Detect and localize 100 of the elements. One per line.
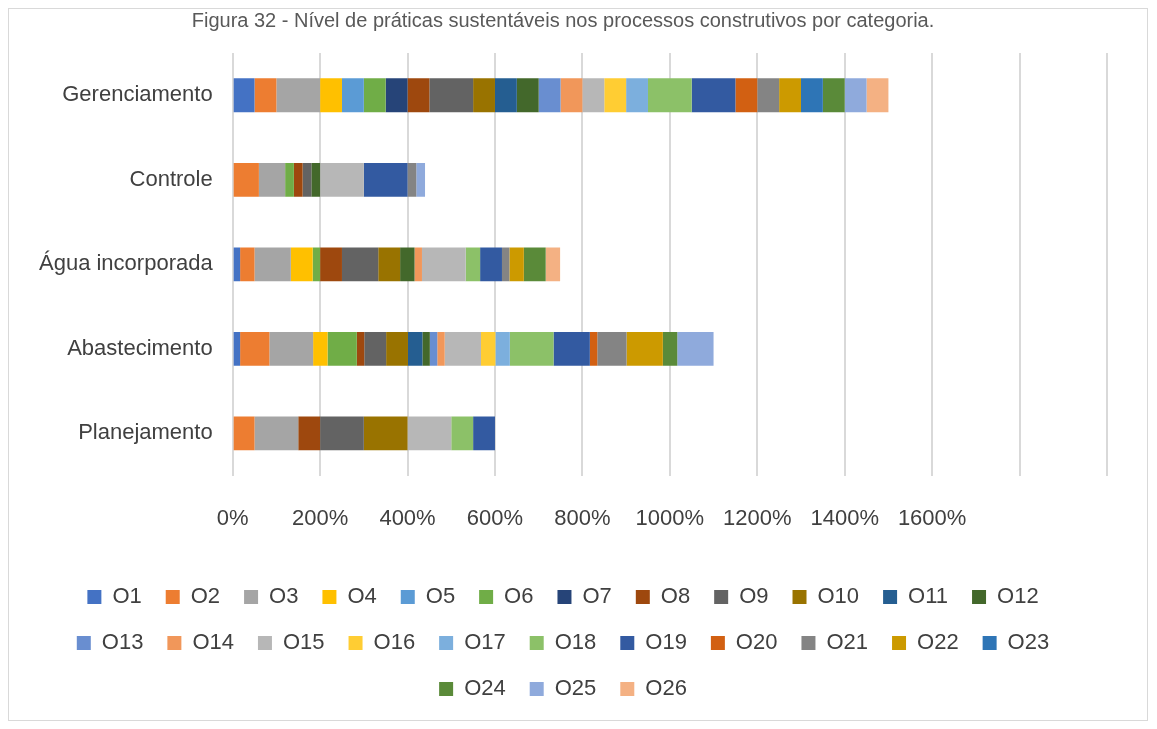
bar [407, 416, 452, 451]
bar [523, 247, 546, 282]
legend-label: O10 [817, 583, 860, 609]
bar [779, 78, 801, 113]
bar [320, 78, 342, 113]
bar [320, 416, 364, 451]
x-tick-label: 200% [291, 504, 349, 530]
bar [414, 247, 422, 282]
legend-label: O24 [464, 675, 506, 701]
bar [545, 247, 561, 282]
bar [451, 416, 474, 451]
bar [509, 331, 554, 366]
bar [501, 247, 510, 282]
legend-label: O14 [192, 629, 234, 655]
bar [589, 331, 598, 366]
legend-label: O17 [464, 629, 506, 655]
bar [757, 78, 780, 113]
x-tick-label: 1200% [723, 504, 792, 530]
bar [320, 247, 342, 282]
legend-label: O6 [504, 583, 534, 609]
bar [302, 162, 312, 197]
bar [363, 162, 408, 197]
bar [538, 78, 561, 113]
bar [233, 247, 241, 282]
bar [258, 162, 286, 197]
bar [437, 331, 445, 366]
bar [429, 331, 438, 366]
y-tick-label: Gerenciamento [62, 81, 213, 107]
bar [233, 416, 255, 451]
bar [385, 78, 408, 113]
legend-label: O26 [645, 675, 687, 701]
bar [240, 331, 270, 366]
bar [320, 162, 364, 197]
bar [276, 78, 321, 113]
legend-label: O2 [190, 583, 221, 609]
y-tick-label: Água incorporada [38, 250, 214, 276]
bar [866, 78, 889, 113]
bar [313, 331, 328, 366]
legend-label: O5 [425, 583, 456, 609]
bar [254, 416, 299, 451]
bar [290, 247, 313, 282]
y-tick-label: Planejamento [78, 419, 213, 445]
bar [364, 331, 387, 366]
bar [429, 78, 474, 113]
legend-label: O22 [917, 629, 959, 655]
bar [844, 78, 867, 113]
legend-label: O7 [582, 583, 612, 609]
bar [473, 78, 495, 113]
bar [312, 247, 321, 282]
legend-label: O3 [269, 583, 299, 609]
bar [421, 247, 466, 282]
bar [444, 331, 481, 366]
bar [553, 331, 590, 366]
bar [800, 78, 823, 113]
bar [233, 162, 259, 197]
bar [400, 247, 415, 282]
bar [822, 78, 845, 113]
x-tick-label: 0% [216, 504, 249, 530]
legend-label: O18 [554, 629, 597, 655]
bar [298, 416, 321, 451]
bar [691, 78, 736, 113]
bar [269, 331, 314, 366]
bar [604, 78, 627, 113]
bar [254, 247, 291, 282]
x-tick-label: 800% [554, 504, 611, 530]
legend-label: O15 [282, 629, 325, 655]
legend-label: O9 [739, 583, 769, 609]
bar [582, 78, 605, 113]
legend-label: O20 [735, 629, 778, 655]
bar [560, 78, 583, 113]
bar [363, 416, 408, 451]
bar [516, 78, 539, 113]
bar [407, 162, 417, 197]
bar [735, 78, 758, 113]
legend-label: O25 [554, 675, 597, 701]
bar [494, 78, 517, 113]
bar [254, 78, 277, 113]
bar [407, 331, 423, 366]
x-tick-label: 1600% [897, 504, 967, 530]
bar [356, 331, 365, 366]
bar [378, 247, 401, 282]
bar [341, 247, 379, 282]
legend-label: O1 [112, 583, 142, 609]
bar [647, 78, 692, 113]
x-tick-label: 600% [466, 504, 524, 530]
x-tick-label: 1000% [635, 504, 705, 530]
bar [677, 331, 714, 366]
bar [480, 247, 502, 282]
legend-label: O11 [908, 583, 949, 609]
bar [480, 331, 496, 366]
x-tick-label: 1400% [810, 504, 879, 530]
legend-label: O4 [347, 583, 377, 609]
bar [311, 162, 321, 197]
bar [473, 416, 495, 451]
bar [285, 162, 294, 197]
bar [495, 331, 510, 366]
bar [341, 78, 364, 113]
bar [233, 78, 255, 113]
bar [293, 162, 303, 197]
bar [626, 78, 648, 113]
